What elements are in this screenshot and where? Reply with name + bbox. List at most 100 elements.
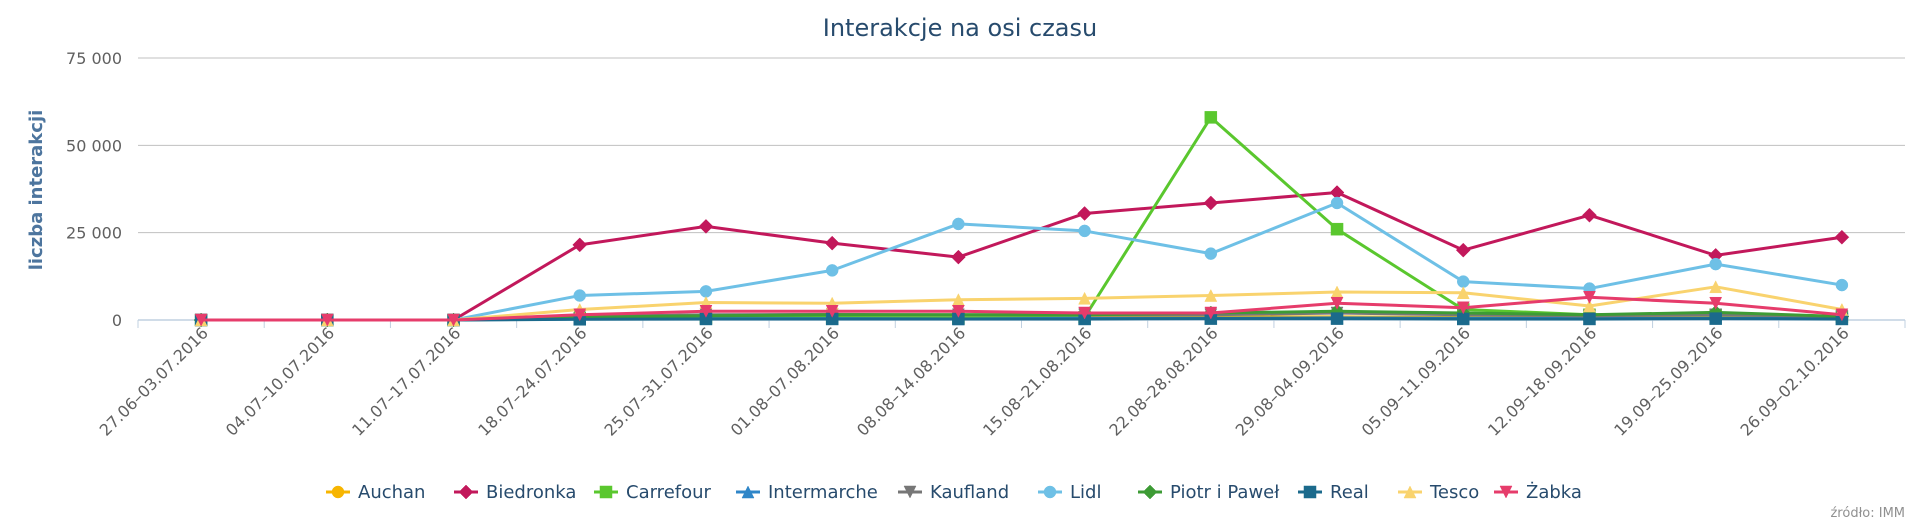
- data-point: [1330, 222, 1344, 236]
- data-point: [194, 313, 208, 327]
- data-point: [1078, 306, 1092, 320]
- x-tick-label: 05.09–11.09.2016: [1358, 323, 1474, 439]
- legend-item[interactable]: Lidl: [1038, 482, 1101, 503]
- legend-label: Żabka: [1526, 482, 1582, 503]
- data-point: [1330, 196, 1344, 210]
- legend-symbol: [1142, 484, 1158, 500]
- y-axis-label: liczba interakcji: [26, 110, 47, 271]
- x-tick-label: 08.08–14.08.2016: [853, 323, 969, 439]
- x-tick-label: 27.06–03.07.2016: [96, 323, 212, 439]
- series--abka: [194, 291, 1849, 327]
- chart-title: Interakcje na osi czasu: [823, 14, 1097, 42]
- series-lidl: [194, 196, 1849, 327]
- legend-label: Real: [1330, 482, 1369, 503]
- x-axis: 27.06–03.07.2016 04.07–10.07.2016 11.07–17…: [96, 319, 1906, 440]
- x-tick-label: 22.08–28.08.2016: [1105, 323, 1221, 439]
- legend-label: Carrefour: [626, 482, 712, 503]
- x-tick-label: 25.07–31.07.2016: [601, 323, 717, 439]
- series-group: [193, 111, 1850, 328]
- series-line: [201, 295, 1843, 322]
- data-point: [1582, 207, 1597, 223]
- legend-item[interactable]: Żabka: [1494, 482, 1582, 503]
- data-point: [1330, 312, 1344, 325]
- data-point: [824, 235, 840, 251]
- y-tick-label: 0: [112, 311, 122, 330]
- data-point: [1203, 195, 1219, 211]
- legend-symbol: [1499, 485, 1513, 499]
- legend-item[interactable]: Biedronka: [454, 482, 576, 503]
- data-point: [1457, 275, 1470, 288]
- legend-symbol: [741, 485, 755, 499]
- data-point: [1834, 229, 1850, 245]
- data-point: [573, 308, 587, 322]
- legend-item[interactable]: Kaufland: [898, 482, 1009, 503]
- y-tick-label: 25 000: [66, 224, 122, 243]
- x-tick-label: 26.09–02.10.2016: [1736, 323, 1852, 439]
- data-point: [699, 305, 713, 318]
- legend-label: Piotr i Paweł: [1170, 482, 1280, 503]
- x-tick-label: 04.07–10.07.2016: [222, 323, 338, 439]
- legend-label: Lidl: [1070, 482, 1101, 503]
- data-point: [1077, 206, 1092, 221]
- legend-symbol: [599, 485, 613, 499]
- data-point: [1204, 247, 1218, 260]
- legend-label: Auchan: [358, 482, 425, 503]
- legend-symbol: [1403, 485, 1417, 499]
- data-point: [1709, 296, 1723, 310]
- legend: Auchan Biedronka Carrefour Intermarche Kaufl…: [326, 482, 1582, 503]
- legend-symbol: [1043, 485, 1057, 499]
- data-point: [698, 219, 714, 234]
- legend-label: Kaufland: [930, 482, 1009, 503]
- data-point: [1204, 306, 1218, 320]
- data-point: [1583, 299, 1596, 313]
- x-tick-label: 12.09–18.09.2016: [1484, 323, 1600, 439]
- data-point: [825, 305, 839, 318]
- x-tick-label: 18.07–24.07.2016: [474, 323, 590, 439]
- x-tick-label: 15.08–21.08.2016: [979, 323, 1095, 439]
- legend-item[interactable]: Tesco: [1398, 482, 1479, 503]
- legend-item[interactable]: Intermarche: [736, 482, 878, 503]
- data-point: [1457, 312, 1470, 326]
- y-axis: 0 25 000 50 000 75 000: [66, 49, 122, 330]
- legend-item[interactable]: Carrefour: [594, 482, 712, 503]
- legend-item[interactable]: Real: [1298, 482, 1369, 503]
- legend-label: Biedronka: [486, 482, 576, 503]
- data-point: [952, 217, 965, 231]
- data-point: [1456, 301, 1470, 315]
- data-point: [1204, 111, 1218, 124]
- legend-item[interactable]: Auchan: [326, 482, 425, 503]
- x-tick-label: 19.09–25.09.2016: [1610, 323, 1726, 439]
- x-tick-label: 29.08–04.09.2016: [1232, 323, 1348, 439]
- data-point: [1330, 296, 1344, 310]
- y-tick-label: 75 000: [66, 49, 122, 68]
- legend-symbol: [331, 485, 345, 499]
- legend-symbol: [903, 485, 917, 499]
- data-point: [699, 285, 713, 298]
- data-point: [1835, 278, 1849, 292]
- data-point: [1456, 286, 1470, 300]
- data-point: [1583, 291, 1596, 304]
- data-point: [1835, 308, 1849, 322]
- data-point: [1709, 312, 1722, 325]
- data-point: [1455, 242, 1471, 258]
- data-point: [1709, 257, 1722, 271]
- data-point: [1583, 312, 1596, 326]
- data-point: [1078, 224, 1091, 238]
- data-point: [825, 264, 839, 277]
- legend-item[interactable]: Piotr i Paweł: [1138, 482, 1280, 503]
- x-tick-label: 11.07–17.07.2016: [348, 323, 464, 439]
- credits-text: źródło: IMM: [1830, 506, 1905, 521]
- data-point: [1709, 280, 1723, 294]
- x-tick-label: 01.08–07.08.2016: [727, 323, 843, 439]
- data-point: [1204, 288, 1218, 302]
- data-point: [951, 249, 966, 265]
- y-tick-label: 50 000: [66, 136, 122, 155]
- data-point: [572, 237, 588, 253]
- legend-label: Intermarche: [768, 482, 878, 503]
- legend-label: Tesco: [1429, 482, 1479, 503]
- data-point: [573, 289, 586, 302]
- series-line: [201, 201, 1843, 322]
- data-point: [951, 305, 965, 318]
- series-line: [201, 190, 1843, 322]
